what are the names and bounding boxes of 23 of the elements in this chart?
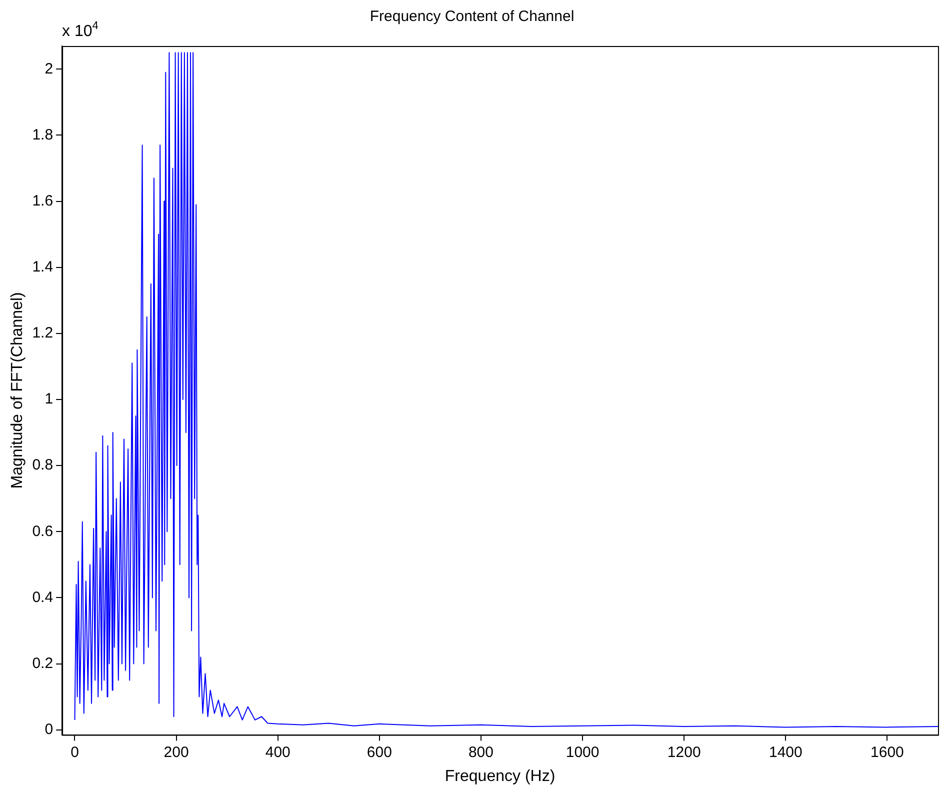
x-axis-title: Frequency (Hz)	[444, 768, 556, 785]
y-tick-label: 1.4	[32, 258, 54, 276]
x-tick-label: 400	[265, 744, 290, 761]
y-tick-label: 1.8	[32, 126, 54, 144]
y-tick-label: 1.6	[32, 192, 54, 210]
y-tick-label: 1	[44, 390, 54, 408]
x-tick-label: 1000	[566, 744, 600, 761]
y-tick-label: 0	[44, 720, 54, 738]
y-tick-label: 0.2	[32, 654, 54, 672]
x-tick-label: 1600	[870, 744, 904, 761]
y-tick-label: 0.4	[32, 588, 54, 606]
x-tick-label: 200	[164, 744, 189, 761]
y-tick-label: 0.8	[32, 456, 54, 474]
y-tick-label: 0.6	[32, 522, 54, 540]
x-tick-label: 600	[366, 744, 392, 761]
x-tick-label: 1200	[667, 744, 701, 761]
y-tick-label: 1.2	[32, 324, 54, 342]
chart-title: Frequency Content of Channel	[370, 8, 574, 26]
y-axis-title: Magnitude of FFT(Channel)	[9, 292, 26, 489]
y-tick-label: 2	[44, 60, 54, 78]
x-tick-label: 800	[468, 744, 494, 761]
x-tick-label: 0	[70, 744, 79, 761]
x-tick-label: 1400	[768, 744, 802, 761]
